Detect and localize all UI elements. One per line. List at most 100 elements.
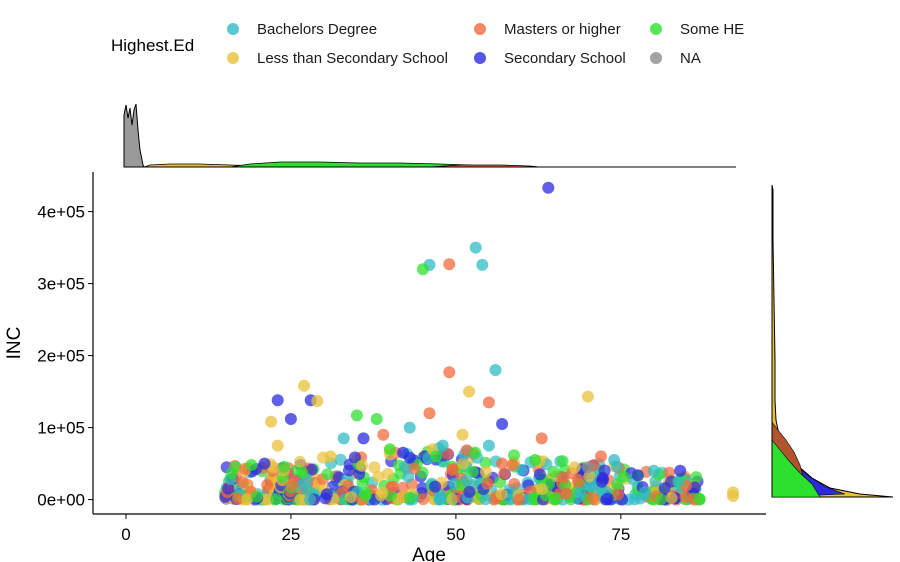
- cloud-point: [665, 492, 678, 505]
- data-point-less-than-secondary-school: [271, 439, 284, 452]
- cloud-point: [498, 467, 511, 480]
- cloud-point: [334, 453, 347, 466]
- legend-title: Highest.Ed: [111, 36, 194, 55]
- cloud-point: [222, 482, 235, 495]
- data-point-less-than-secondary-school: [568, 461, 581, 474]
- cloud-point: [429, 480, 442, 493]
- cloud-point: [690, 471, 703, 484]
- cloud-point: [663, 466, 676, 479]
- data-point-bachelors-degree: [608, 454, 621, 466]
- cloud-point: [300, 483, 313, 496]
- cloud-point: [398, 460, 411, 473]
- data-point-some-he: [370, 413, 383, 425]
- legend-key-na: [650, 52, 662, 64]
- cloud-point: [460, 474, 473, 487]
- data-point-less-than-secondary-school: [727, 490, 739, 502]
- x-tick-label: 0: [121, 525, 130, 544]
- data-point-masters-or-higher: [595, 450, 607, 463]
- data-point-secondary-school: [542, 181, 555, 194]
- data-point-less-than-secondary-school: [581, 390, 594, 403]
- cloud-point: [348, 451, 361, 464]
- data-point-less-than-secondary-school: [324, 450, 337, 463]
- cloud-point: [481, 477, 494, 490]
- data-point-less-than-secondary-school: [298, 379, 311, 392]
- cloud-point: [560, 487, 573, 500]
- cloud-point: [278, 460, 291, 473]
- cloud-point: [672, 475, 685, 488]
- x-axis-title: Age: [412, 545, 446, 562]
- cloud-point: [574, 486, 587, 499]
- cloud-point: [612, 488, 625, 501]
- cloud-point: [232, 492, 244, 505]
- cloud-point: [408, 462, 421, 475]
- data-point-secondary-school: [397, 446, 410, 459]
- cloud-point: [601, 492, 614, 505]
- cloud-point: [495, 488, 508, 501]
- cloud-point: [396, 481, 409, 494]
- cloud-point: [360, 487, 373, 500]
- cloud-point: [356, 459, 369, 472]
- cloud-point: [372, 470, 385, 483]
- cloud-point: [556, 455, 569, 468]
- data-point-secondary-school: [258, 457, 271, 470]
- point-cloud: [219, 442, 706, 506]
- cloud-point: [506, 459, 519, 471]
- cloud-point: [304, 493, 316, 506]
- cloud-point: [557, 471, 570, 484]
- cloud-point: [587, 492, 600, 505]
- legend-key-secondary: [474, 52, 486, 64]
- cloud-point: [654, 493, 667, 506]
- data-point-bachelors-degree: [403, 421, 416, 434]
- legend-label-some-he: Some HE: [680, 21, 744, 38]
- cloud-point: [261, 479, 274, 492]
- data-point-secondary-school: [271, 394, 284, 407]
- cloud-point: [305, 463, 318, 476]
- data-point-some-he: [416, 263, 429, 276]
- data-point-secondary-school: [674, 464, 687, 477]
- top-density-na: [123, 103, 145, 168]
- cloud-point: [368, 461, 381, 474]
- x-tick-label: 75: [611, 525, 630, 544]
- data-point-bachelors-degree: [482, 439, 495, 452]
- data-point-some-he: [245, 459, 258, 471]
- cloud-point: [225, 467, 238, 480]
- cloud-point: [572, 477, 585, 490]
- data-point-less-than-secondary-school: [311, 395, 324, 407]
- data-point-bachelors-degree: [436, 439, 449, 452]
- legend-key-some-he: [650, 23, 662, 35]
- y-tick-label: 2e+05: [37, 347, 85, 366]
- legend-label-less-than-secondary: Less than Secondary School: [257, 50, 448, 67]
- cloud-point: [536, 483, 548, 495]
- legend-key-bachelors: [227, 23, 239, 35]
- cloud-point: [533, 468, 546, 481]
- data-point-masters-or-higher: [423, 407, 436, 420]
- cloud-point: [693, 493, 706, 506]
- y-tick-label: 4e+05: [37, 203, 85, 222]
- cloud-point: [417, 493, 430, 506]
- data-points: [245, 181, 739, 502]
- data-point-bachelors-degree: [647, 464, 660, 477]
- legend-label-secondary: Secondary School: [504, 50, 626, 67]
- cloud-point: [241, 493, 254, 506]
- legend: Highest.Ed Bachelors Degree Less than Se…: [111, 21, 744, 67]
- cloud-point: [549, 492, 562, 505]
- cloud-point: [596, 471, 609, 484]
- cloud-point: [296, 466, 309, 479]
- y-axis-ticks: 0e+00 1e+05 2e+05 3e+05 4e+05: [37, 203, 93, 510]
- cloud-point: [446, 464, 459, 476]
- data-point-secondary-school: [357, 432, 370, 445]
- data-point-less-than-secondary-school: [456, 428, 469, 441]
- cloud-point: [321, 468, 334, 481]
- cloud-point: [547, 465, 560, 478]
- y-tick-label: 0e+00: [37, 491, 85, 510]
- axes: [92, 172, 766, 515]
- cloud-point: [679, 491, 692, 503]
- data-point-bachelors-degree: [469, 241, 482, 254]
- data-point-some-he: [350, 409, 363, 422]
- cloud-point: [469, 446, 482, 459]
- x-axis-ticks: 0 25 50 75: [121, 514, 630, 544]
- data-point-masters-or-higher: [377, 428, 390, 441]
- cloud-point: [631, 469, 644, 482]
- cloud-point: [479, 465, 492, 478]
